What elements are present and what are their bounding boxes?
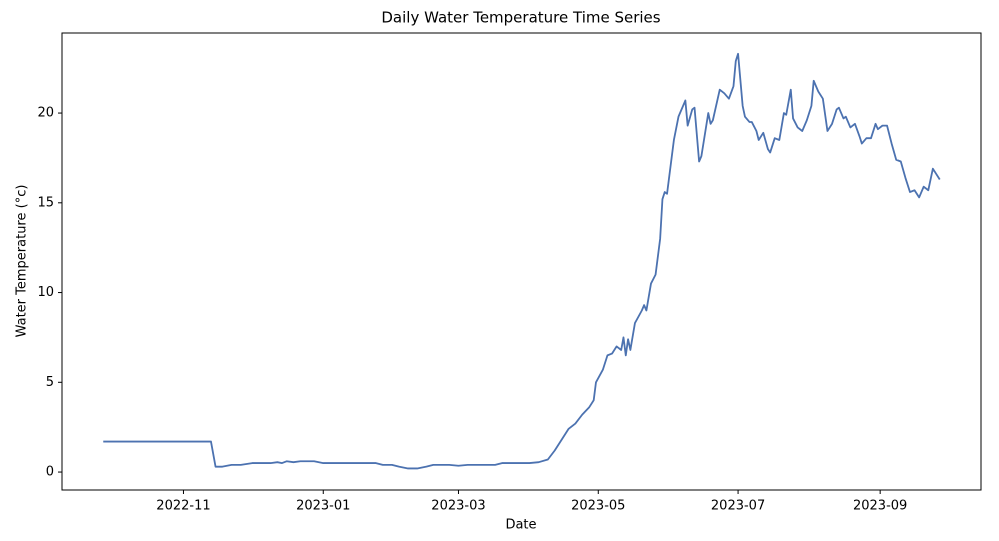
x-tick-label: 2022-11 bbox=[156, 499, 210, 514]
chart-title: Daily Water Temperature Time Series bbox=[381, 9, 660, 27]
y-tick-label: 15 bbox=[37, 195, 54, 210]
plot-frame bbox=[61, 32, 982, 491]
y-tick-label: 20 bbox=[37, 106, 54, 121]
data-line bbox=[103, 52, 941, 470]
y-tick-label: 10 bbox=[37, 285, 54, 300]
x-tick-label: 2023-03 bbox=[431, 499, 485, 514]
y-tick-label: 5 bbox=[46, 375, 54, 390]
x-tick-label: 2023-09 bbox=[853, 499, 907, 514]
y-tick-label: 0 bbox=[46, 465, 54, 480]
x-tick-label: 2023-01 bbox=[296, 499, 350, 514]
x-tick-label: 2023-05 bbox=[571, 499, 625, 514]
x-tick-label: 2023-07 bbox=[711, 499, 765, 514]
y-axis-label: Water Temperature (°c) bbox=[15, 185, 30, 338]
x-axis-label: Date bbox=[505, 518, 536, 533]
